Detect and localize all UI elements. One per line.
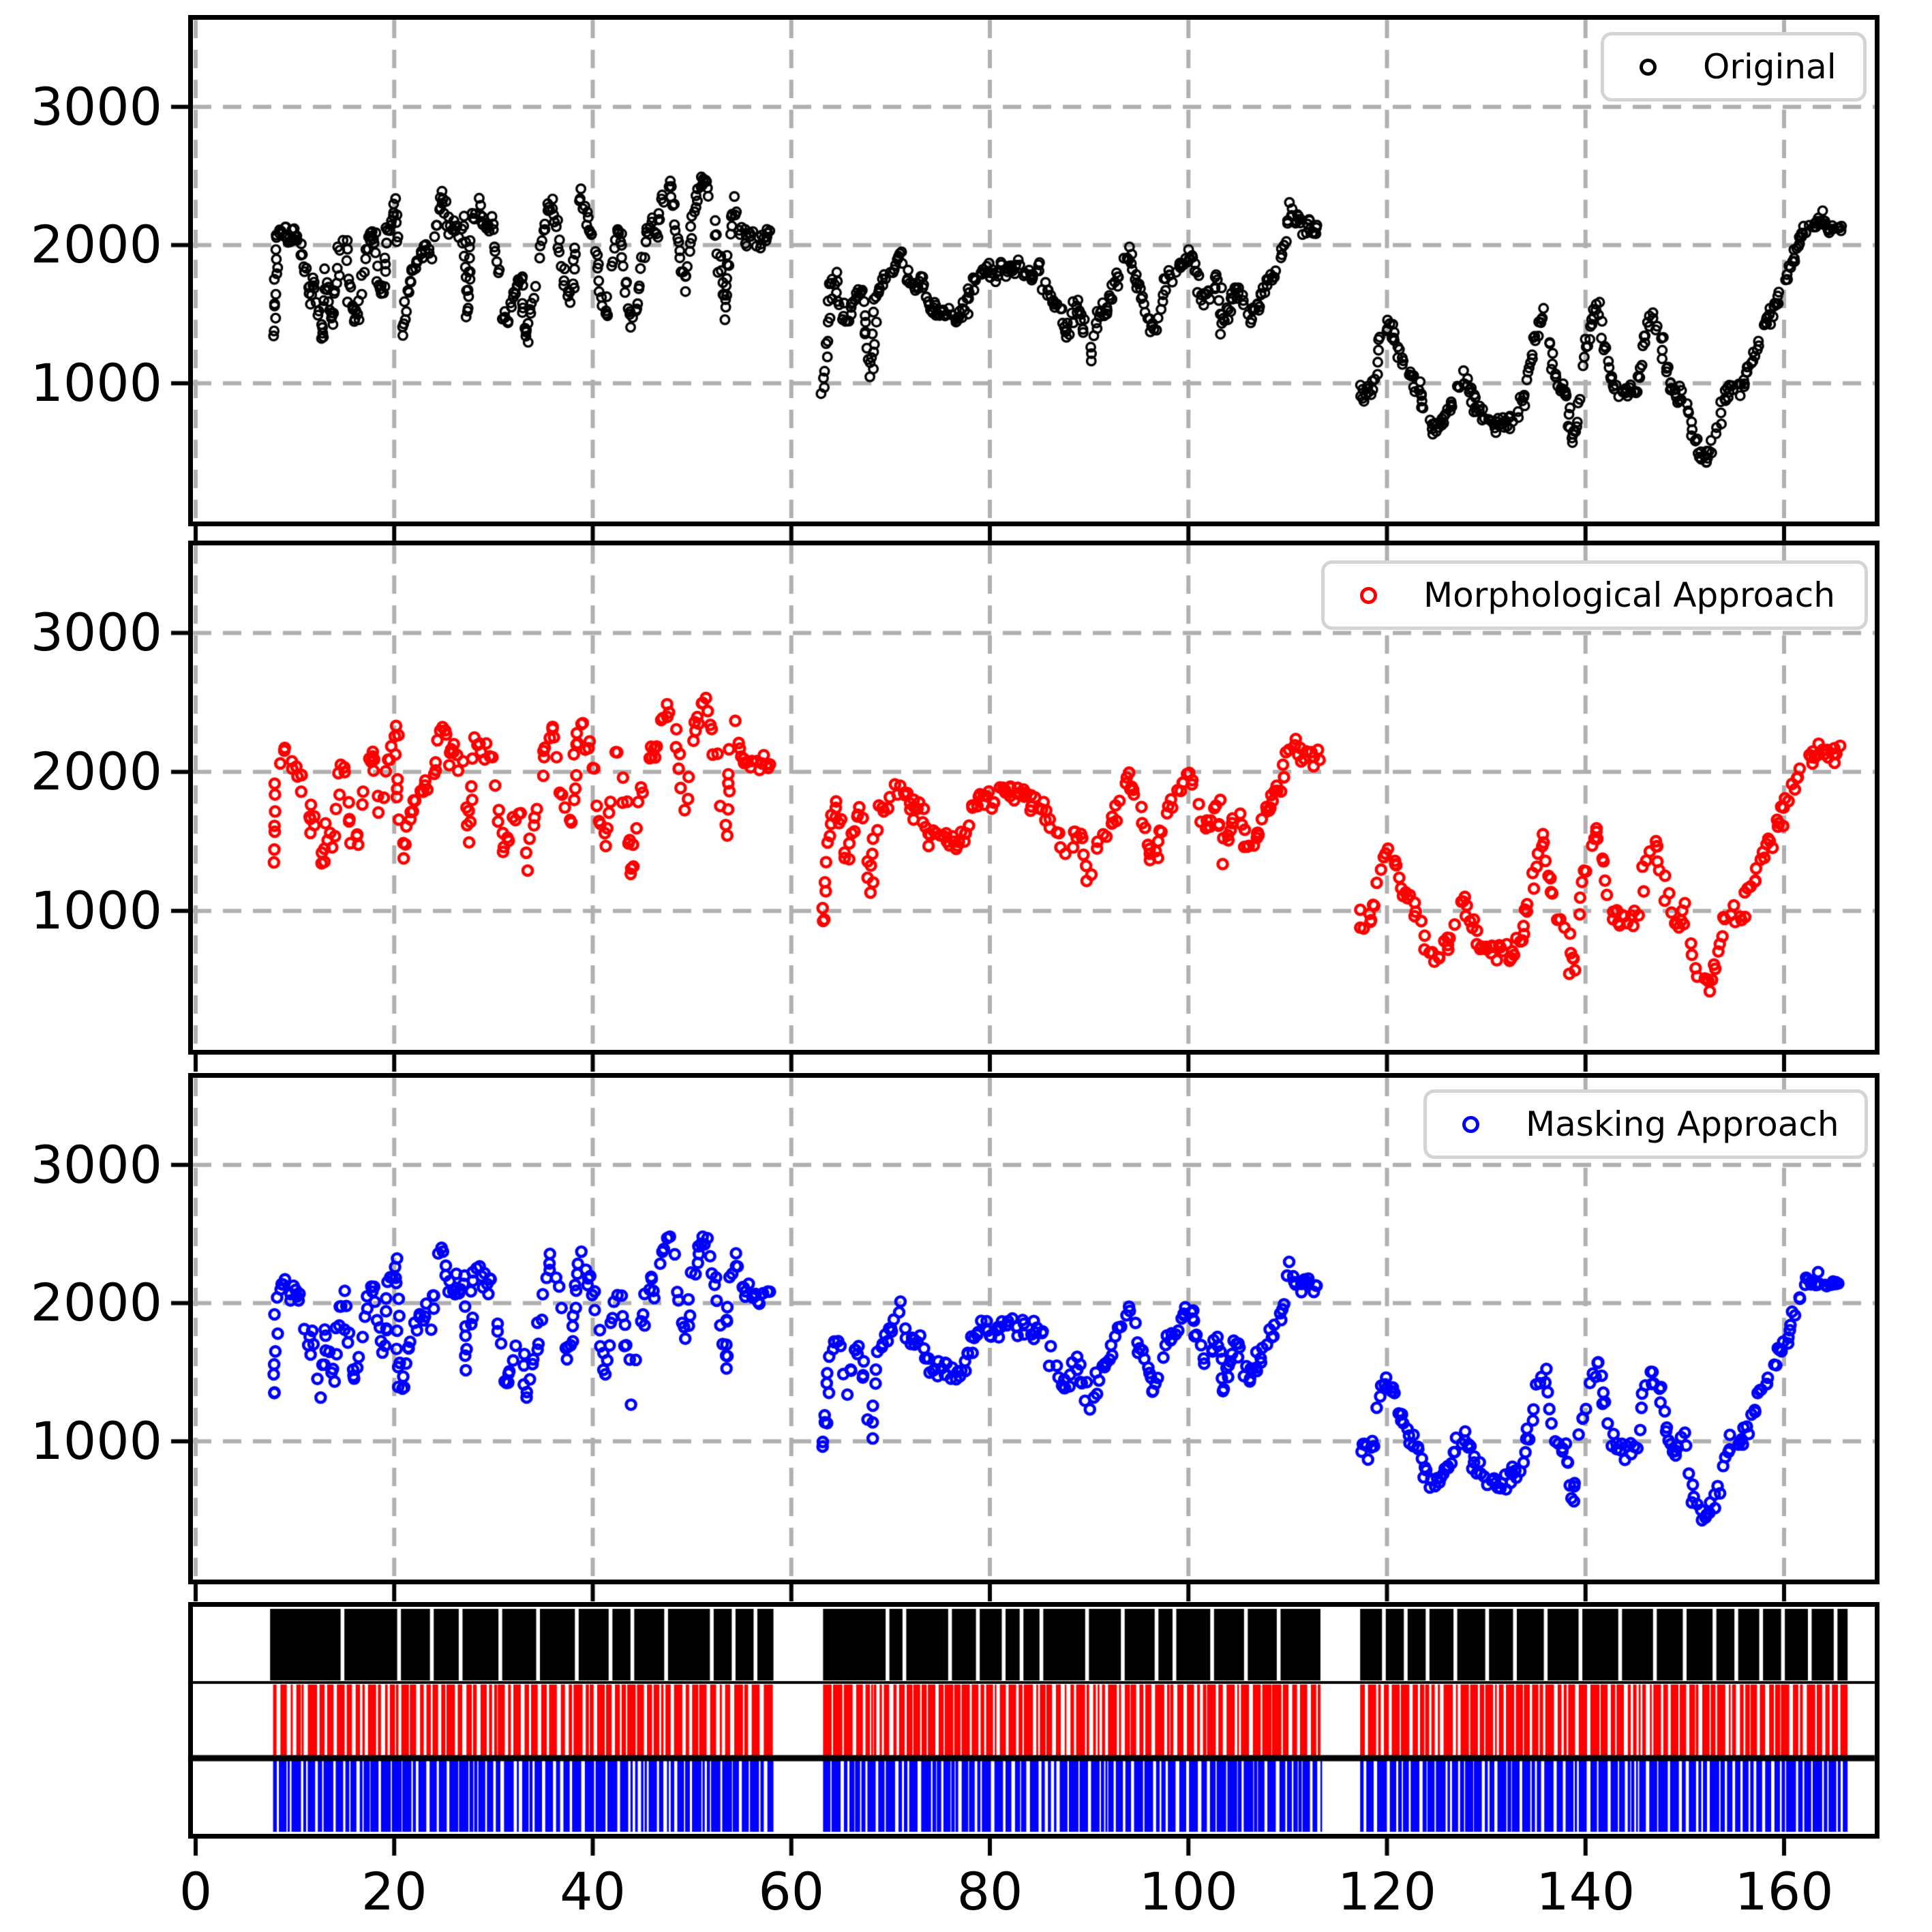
x-tick-label: 120 [1337,1861,1437,1922]
y-tick-label: 1000 [30,1410,162,1472]
x-tick-label: 0 [179,1861,213,1922]
x-tick-label: 140 [1536,1861,1635,1922]
legend-morphological-label: Morphological Approach [1423,575,1835,615]
y-tick-label: 1000 [30,880,162,941]
morphological-marker-icon [1360,586,1377,604]
y-tick-label: 2000 [30,214,162,275]
legend-masking-label: Masking Approach [1526,1104,1839,1144]
x-tick-label: 80 [956,1861,1023,1922]
y-tick-label: 2000 [30,741,162,802]
y-tick-label: 3000 [30,76,162,137]
y-tick-label: 1000 [30,352,162,414]
legend-original-label: Original [1703,47,1837,87]
x-tick-label: 20 [361,1861,427,1922]
y-tick-label: 3000 [30,602,162,663]
y-tick-label: 3000 [30,1134,162,1195]
x-tick-label: 60 [758,1861,825,1922]
masking-marker-icon [1462,1115,1479,1133]
x-tick-label: 100 [1138,1861,1238,1922]
y-tick-label: 2000 [30,1272,162,1333]
original-marker-icon [1640,58,1657,76]
x-tick-label: 40 [560,1861,626,1922]
legend-morphological: Morphological Approach [1321,560,1868,630]
legend-original: Original [1601,32,1867,102]
x-tick-label: 160 [1734,1861,1834,1922]
legend-masking: Masking Approach [1423,1089,1868,1159]
